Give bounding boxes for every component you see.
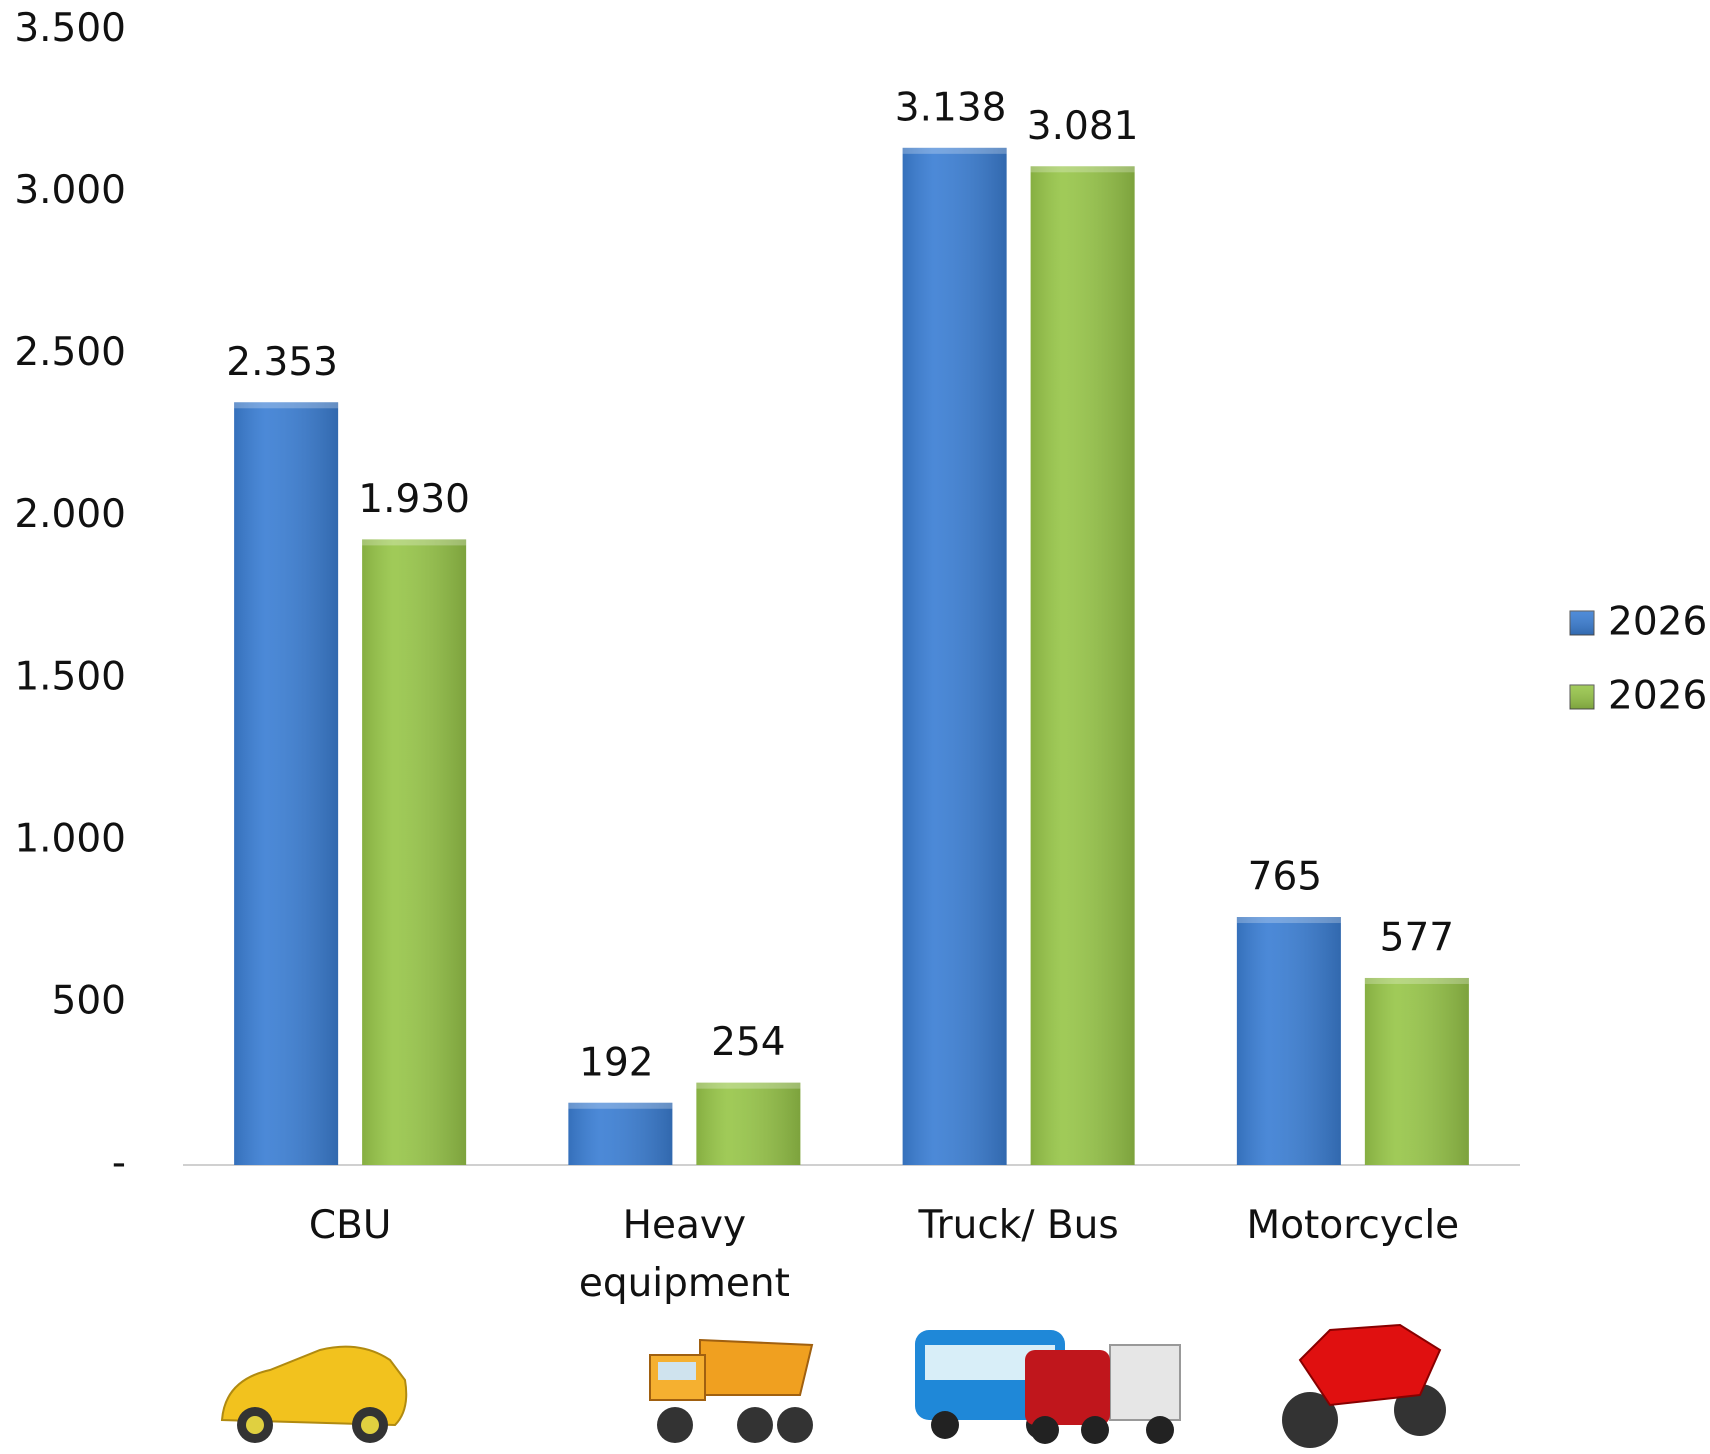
legend-swatch-shade	[1570, 611, 1594, 635]
value-label: 3.081	[1027, 104, 1139, 149]
bar-cap	[1364, 977, 1469, 984]
x-tick-label-box: Motorcycle	[1246, 1203, 1460, 1248]
bus-truck-icon	[915, 1330, 1181, 1444]
value-label: 3.138	[895, 85, 1007, 130]
bar-shade	[696, 1082, 801, 1165]
value-label: 577	[1380, 915, 1454, 960]
y-tick-label: 2.000	[14, 492, 126, 537]
x-tick-label: Truck/ Bus	[918, 1203, 1119, 1248]
x-tick-label-box: CBU	[308, 1203, 392, 1248]
y-tick-label: 500	[52, 978, 126, 1023]
x-tick-label: Motorcycle	[1246, 1203, 1460, 1248]
y-tick-label: 2.500	[14, 330, 126, 375]
legend-swatch-shade	[1570, 685, 1594, 709]
value-label: 765	[1248, 855, 1322, 900]
y-tick-label: 1.500	[14, 654, 126, 699]
value-label: 192	[579, 1040, 653, 1085]
bar-shade	[568, 1102, 673, 1165]
y-tick-label: 1.000	[14, 816, 126, 861]
value-label: 1.930	[358, 477, 470, 522]
y-tick-label: 3.000	[14, 168, 126, 213]
bar-shade	[362, 539, 467, 1165]
car-icon	[220, 1345, 408, 1443]
dump-truck-icon	[649, 1338, 814, 1443]
bar-shade	[1364, 977, 1469, 1165]
value-label: 254	[711, 1020, 785, 1065]
bar-cap	[696, 1082, 801, 1089]
bar-cap	[1236, 917, 1341, 924]
y-tick-label: -	[112, 1141, 126, 1186]
y-tick-label: 3.500	[14, 6, 126, 51]
legend-label: 2026	[1608, 674, 1707, 719]
bar-cap	[362, 539, 467, 546]
legend-label: 2026	[1608, 600, 1707, 645]
x-tick-label: CBU	[308, 1203, 392, 1248]
vehicle-icons	[220, 1323, 1446, 1448]
bar-cap	[902, 147, 1007, 154]
bar-shade	[902, 147, 1007, 1165]
bar-shade	[1236, 917, 1341, 1165]
bar-cap	[234, 402, 339, 409]
bar-cap	[568, 1102, 673, 1109]
x-tick-label-box: Truck/ Bus	[918, 1203, 1119, 1248]
bar-shade	[1030, 166, 1135, 1165]
bar-shade	[234, 402, 339, 1165]
x-tick-label: Heavy equipment	[578, 1203, 790, 1306]
bar-cap	[1030, 166, 1135, 173]
value-label: 2.353	[226, 340, 338, 385]
x-tick-label-box: Heavy equipment	[578, 1203, 790, 1306]
motorcycle-icon	[1282, 1323, 1446, 1448]
